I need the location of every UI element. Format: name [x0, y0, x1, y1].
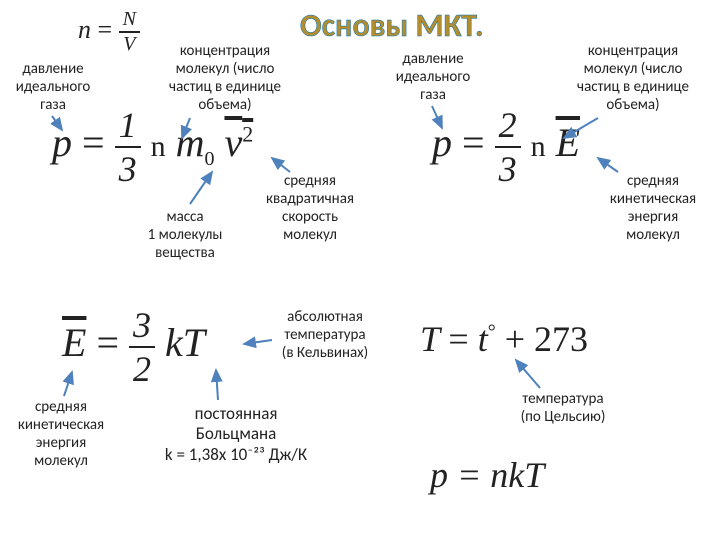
E-num: 3: [129, 304, 155, 348]
p1-num: 1: [115, 104, 141, 148]
label-press1: давление идеального газа: [8, 60, 98, 114]
label-vsq: средняя квадратичная скорость молекул: [260, 172, 360, 244]
label-ke2: средняя кинетическая энергия молекул: [598, 172, 708, 244]
formula-n-def: n = N V: [78, 8, 140, 56]
label-abs: абсолютная температура (в Кельвинах): [270, 308, 380, 362]
formula-E: E = 3 2 kT: [62, 304, 205, 390]
formula-pnkt: p = nkT: [430, 454, 544, 496]
E-den: 2: [129, 348, 155, 390]
p2-n: n: [531, 130, 546, 163]
label-conc2: концентрация молекул (число частиц в еди…: [568, 42, 698, 114]
p2-lhs: p: [432, 120, 452, 165]
T-lhs: T: [420, 319, 439, 359]
label-conc1: концентрация молекул (число частиц в еди…: [160, 42, 290, 114]
label-press2: давление идеального газа: [388, 50, 478, 104]
page-title: Основы МКТ.: [300, 6, 484, 45]
n-var: n: [78, 15, 91, 44]
E-k: k: [165, 320, 183, 365]
p2-den: 3: [495, 148, 521, 190]
label-cels: температура (по Цельсию): [508, 390, 618, 426]
n-num: N: [119, 8, 140, 33]
label-boltz: постоянная Больцмана k = 1,38х 10⁻²³ Дж/…: [146, 404, 326, 465]
formula-T: T = t° + 273: [420, 318, 588, 360]
p1-m0sub: 0: [204, 148, 214, 170]
p1-v: v: [224, 120, 242, 165]
p1-v2: 2: [242, 122, 253, 147]
n-den: V: [119, 33, 140, 56]
p1-lhs: p: [52, 120, 72, 165]
p1-n: n: [151, 130, 166, 163]
formula-p2: p = 2 3 n E: [432, 104, 580, 190]
p1-den: 3: [115, 148, 141, 190]
label-ke1: средняя кинетическая энергия молекул: [6, 398, 116, 470]
label-mass: масса 1 молекулы вещества: [140, 208, 230, 262]
p2-E: E: [556, 120, 580, 165]
T-plus: + 273: [505, 319, 588, 359]
formula-p1: p = 1 3 n m0 v2: [52, 104, 253, 190]
pnkt-rhs: = nkT: [457, 455, 544, 495]
p1-m0: m: [176, 120, 205, 165]
T-t: t: [478, 319, 488, 359]
E-T: T: [183, 320, 205, 365]
T-deg: °: [488, 321, 496, 343]
E-lhs: E: [62, 320, 86, 365]
pnkt-lhs: p: [430, 455, 448, 495]
p2-num: 2: [495, 104, 521, 148]
